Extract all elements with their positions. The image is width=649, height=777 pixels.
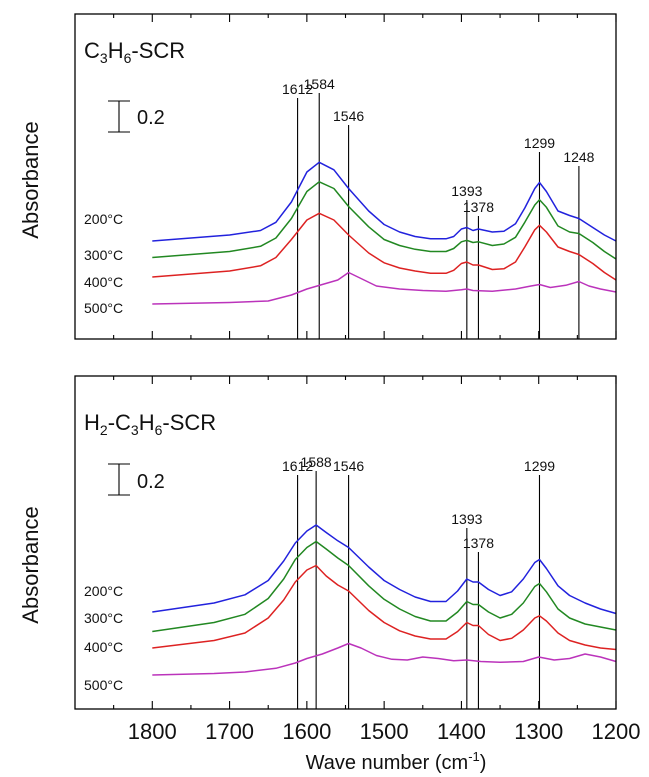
peak-label-1393: 1393 (451, 511, 482, 527)
chart-title-bottom: H2-C3H6-SCR (84, 410, 216, 438)
peak-label-1248: 1248 (563, 149, 594, 165)
series-label-300-top: 300°C (84, 247, 123, 263)
y-axis-label-bottom: Absorbance (18, 506, 43, 623)
peak-label-1612: 1612 (282, 458, 313, 474)
scale-bar-label-bottom: 0.2 (137, 471, 165, 493)
spectrum-line-200c (152, 161, 617, 242)
peak-label-1378: 1378 (463, 535, 494, 551)
series-label-500-bottom: 500°C (84, 677, 123, 693)
panel-bottom: Absorbance 0.2 200°C 300°C 400°C 500°C 1… (18, 375, 617, 710)
peak-label-1546: 1546 (333, 458, 364, 474)
x-ticks-top (113, 14, 617, 339)
peak-label-1584: 1584 (304, 76, 335, 92)
spectra-bottom (152, 524, 617, 676)
series-label-200-top: 200°C (84, 211, 123, 227)
peak-label-1612: 1612 (282, 81, 313, 97)
plot-frame-bottom (74, 375, 617, 710)
x-tick-label-1300: 1300 (514, 719, 563, 744)
x-tick-label-1500: 1500 (360, 719, 409, 744)
x-tick-label-1700: 1700 (205, 719, 254, 744)
x-tick-labels: 1800 1700 1600 1500 1400 1300 1200 (128, 719, 641, 744)
plot-frame-top (74, 13, 617, 340)
spectrum-line-500c (152, 642, 617, 676)
x-tick-label-1600: 1600 (282, 719, 331, 744)
spectrum-line-200c (152, 524, 617, 615)
x-tick-label-1200: 1200 (592, 719, 641, 744)
panel-top: Absorbance 0.2 200°C 300°C 400°C 500°C 1… (18, 13, 617, 340)
series-label-200-bottom: 200°C (84, 583, 123, 599)
x-tick-label-1400: 1400 (437, 719, 486, 744)
spectra-top (152, 161, 617, 305)
series-label-500-top: 500°C (84, 300, 123, 316)
scale-bar-bottom: 0.2 (108, 463, 165, 496)
x-axis-label: Wave number (cm-1) (306, 749, 487, 774)
spectrum-line-300c (152, 540, 617, 633)
scale-bar-label-top: 0.2 (137, 107, 165, 129)
y-axis-label-top: Absorbance (18, 121, 43, 238)
peak-label-1546: 1546 (333, 108, 364, 124)
peak-label-1299: 1299 (524, 458, 555, 474)
spectrum-line-300c (152, 181, 617, 260)
spectrum-line-400c (152, 564, 617, 651)
peak-label-1393: 1393 (451, 183, 482, 199)
peak-label-1378: 1378 (463, 199, 494, 215)
x-tick-label-1800: 1800 (128, 719, 177, 744)
spectrum-line-500c (152, 271, 617, 305)
series-label-300-bottom: 300°C (84, 610, 123, 626)
peak-label-1299: 1299 (524, 135, 555, 151)
scale-bar-top: 0.2 (108, 100, 165, 133)
peak-label-1588: 1588 (301, 454, 332, 470)
series-label-400-top: 400°C (84, 274, 123, 290)
chart-title-top: C3H6-SCR (84, 38, 185, 66)
series-label-400-bottom: 400°C (84, 639, 123, 655)
spectrum-line-400c (152, 212, 617, 281)
